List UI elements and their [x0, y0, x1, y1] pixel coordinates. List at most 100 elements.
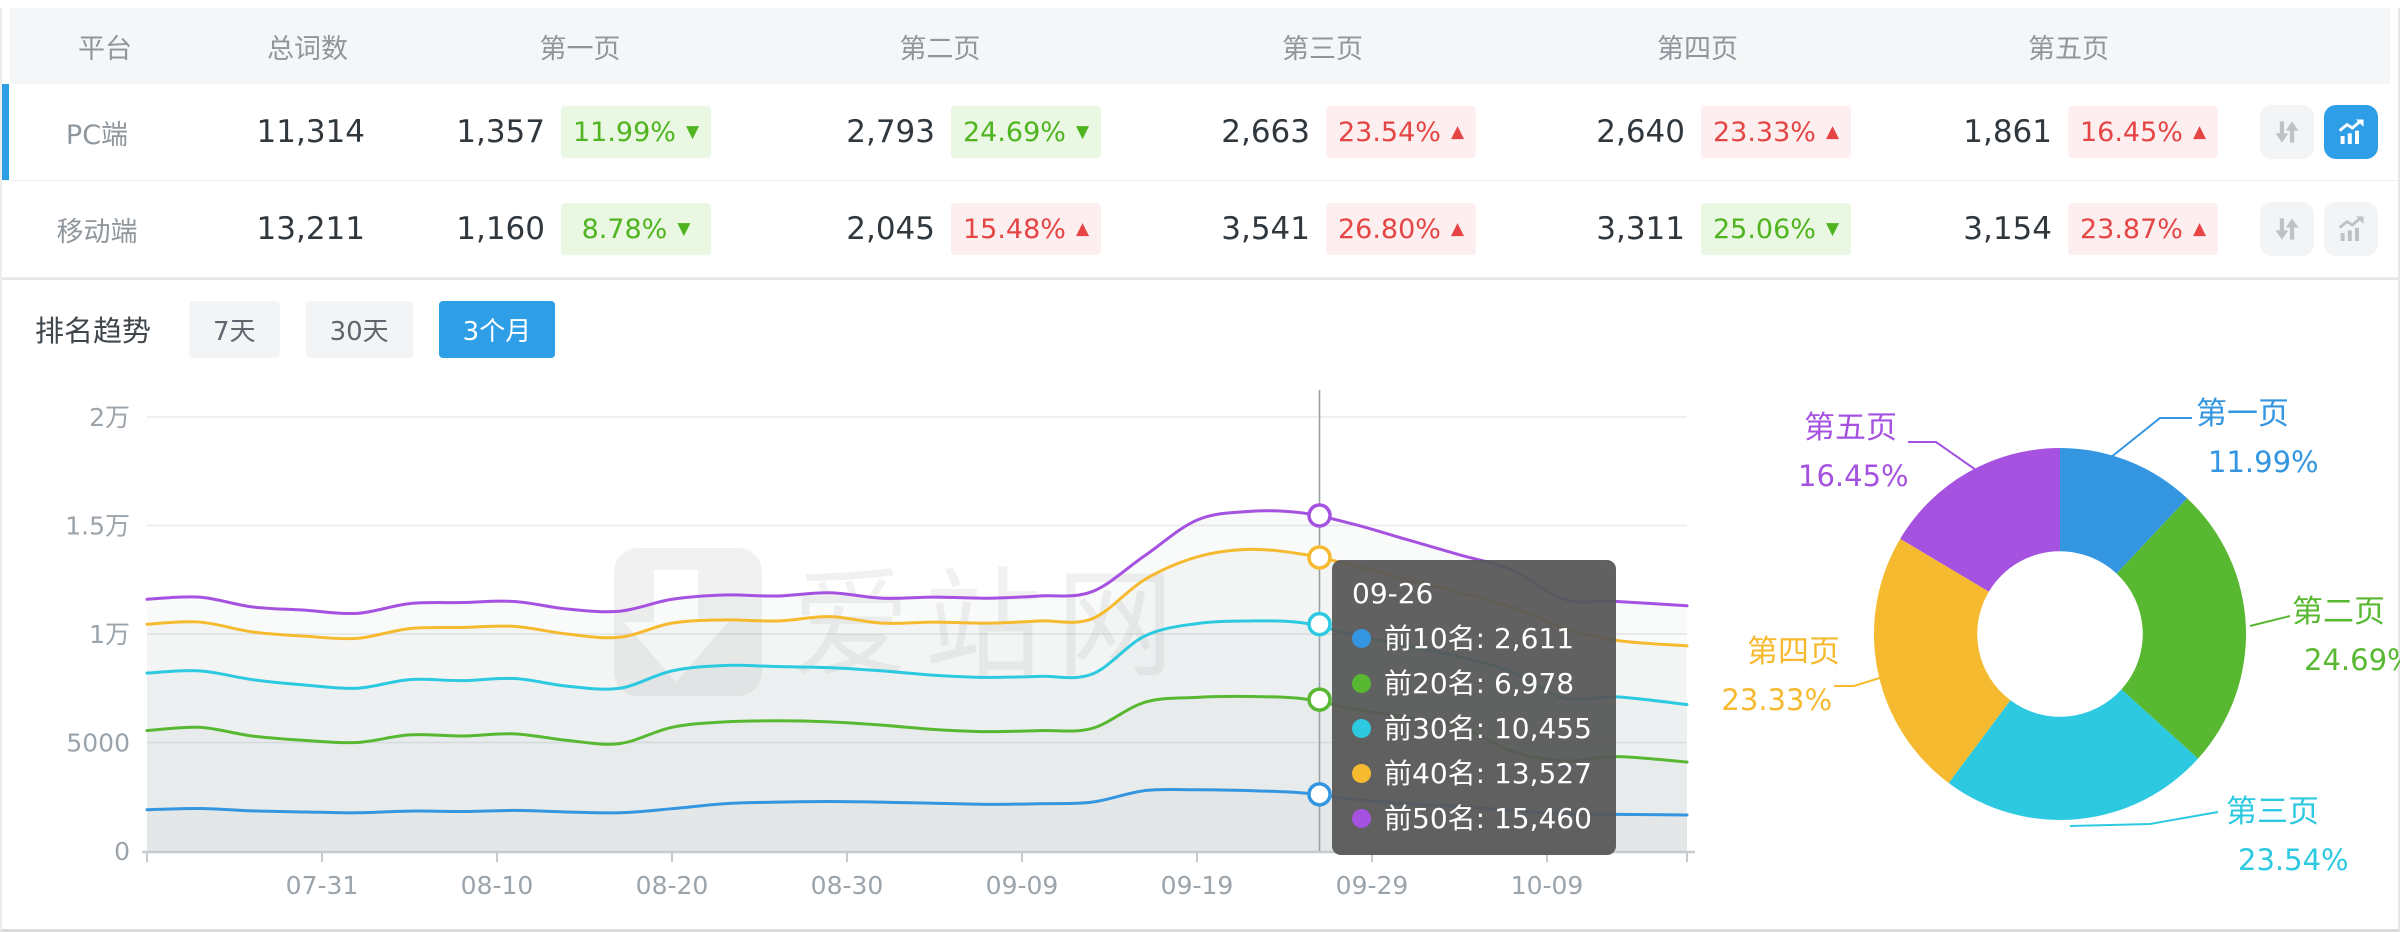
- down-triangle-icon: ▼: [1825, 219, 1840, 239]
- donut-percent-第一页: 11.99%: [2208, 445, 2319, 479]
- series-dot-icon: [1352, 764, 1371, 783]
- rank-table-header: 平台 总词数 第一页 第二页 第三页 第四页 第五页: [10, 8, 2390, 84]
- donut-slice-第四页[interactable]: [1874, 538, 2011, 783]
- donut-slice-第一页[interactable]: [2060, 448, 2188, 574]
- svg-text:1万: 1万: [89, 620, 130, 649]
- svg-text:09-29: 09-29: [1336, 871, 1409, 900]
- page-4-change-badge: 23.33% ▲: [1701, 106, 1851, 158]
- tooltip-row-前50名: 前50名: 15,460: [1352, 796, 1592, 841]
- donut-percent-第四页: 23.33%: [1721, 683, 1832, 717]
- donut-slice-第五页[interactable]: [1900, 448, 2060, 592]
- tooltip-rows: 前10名: 2,611 前20名: 6,978 前30名: 10,455 前40…: [1352, 616, 1592, 841]
- page-2-change-badge: 15.48% ▲: [951, 203, 1101, 255]
- svg-text:爱站网: 爱站网: [792, 556, 1188, 694]
- table-row-移动端[interactable]: 移动端 13,211 1,160 8.78% ▼ 2,045 15.48% ▲ …: [2, 181, 2398, 278]
- svg-text:10-09: 10-09: [1511, 871, 1584, 900]
- page-1-cell: 1,357 11.99% ▼: [407, 106, 737, 158]
- show-trend-button[interactable]: [2324, 202, 2378, 256]
- range-tab-3个月[interactable]: 3个月: [438, 300, 556, 358]
- svg-text:5000: 5000: [66, 729, 130, 758]
- page-5-cell: 1,861 16.45% ▲: [1877, 106, 2244, 158]
- page-4-count: 3,311: [1596, 211, 1685, 247]
- up-triangle-icon: ▲: [1450, 219, 1465, 239]
- tooltip-row-前10名: 前10名: 2,611: [1352, 616, 1592, 661]
- up-triangle-icon: ▲: [1075, 219, 1090, 239]
- range-tabs: 7天 30天 3个月: [189, 300, 556, 358]
- down-triangle-icon: ▼: [685, 122, 700, 142]
- change-percent: 8.78%: [581, 213, 668, 245]
- page-1-change-badge: 8.78% ▼: [561, 203, 711, 255]
- charts-area: 0 5000 1万 1.5万 2万爱站网 07-31 08-10 08-20 08-30 09-0…: [2, 378, 2400, 932]
- tooltip-row-前30名: 前30名: 10,455: [1352, 706, 1592, 751]
- page-4-count: 2,640: [1596, 114, 1685, 150]
- column-header-page1: 第一页: [539, 33, 621, 65]
- trend-chart-icon: [2338, 216, 2364, 241]
- series-dot-icon: [1352, 719, 1371, 738]
- column-header-platform: 平台: [78, 33, 132, 65]
- range-tab-30天[interactable]: 30天: [305, 300, 413, 358]
- page-5-cell: 3,154 23.87% ▲: [1877, 203, 2244, 255]
- table-row-PC端[interactable]: PC端 11,314 1,357 11.99% ▼ 2,793 24.69% ▼…: [2, 84, 2398, 181]
- donut-slice-第二页[interactable]: [2116, 498, 2246, 759]
- series-dot-icon: [1352, 809, 1371, 828]
- change-percent: 26.80%: [1337, 213, 1441, 245]
- chart-tooltip: 09-26 前10名: 2,611 前20名: 6,978 前30名: 10,4…: [1332, 560, 1616, 855]
- range-tab-7天[interactable]: 7天: [189, 300, 280, 358]
- donut-percent-第五页: 16.45%: [1798, 459, 1909, 493]
- page-1-count: 1,357: [456, 114, 545, 150]
- donut-label-第三页: 第三页: [2226, 794, 2319, 830]
- page-2-count: 2,793: [846, 114, 935, 150]
- page-5-count: 3,154: [1963, 211, 2052, 247]
- change-percent: 16.45%: [2079, 116, 2183, 148]
- column-header-total-words: 总词数: [267, 33, 348, 65]
- down-triangle-icon: ▼: [1075, 122, 1090, 142]
- donut-label-第五页: 第五页: [1804, 410, 1897, 446]
- svg-text:09-19: 09-19: [1161, 871, 1234, 900]
- svg-text:2万: 2万: [89, 403, 130, 432]
- rank-trend-line-chart[interactable]: 0 5000 1万 1.5万 2万爱站网 07-31 08-10 08-20 08-30 09-0…: [2, 378, 1742, 932]
- page-1-change-badge: 11.99% ▼: [561, 106, 711, 158]
- svg-text:08-10: 08-10: [461, 871, 534, 900]
- tooltip-text: 前10名: 2,611: [1384, 622, 1575, 655]
- donut-percent-第三页: 23.54%: [2238, 843, 2349, 877]
- page-4-cell: 2,640 23.33% ▲: [1502, 106, 1877, 158]
- show-trend-button[interactable]: [2324, 105, 2378, 159]
- series-dot-icon: [1352, 674, 1371, 693]
- svg-text:0: 0: [114, 837, 130, 866]
- svg-text:1.5万: 1.5万: [65, 512, 130, 541]
- page-3-count: 2,663: [1221, 114, 1310, 150]
- sort-button[interactable]: [2260, 105, 2314, 159]
- keyword-rank-dashboard: 平台 总词数 第一页 第二页 第三页 第四页 第五页 PC端 11,314 1,…: [0, 8, 2400, 932]
- page-distribution-donut-chart[interactable]: 第一页 11.99% 第二页 24.69% 第三页 23.54% 第四页 23.33% 第五页 1…: [1702, 378, 2400, 932]
- tooltip-row-前20名: 前20名: 6,978: [1352, 661, 1592, 706]
- platform-name: PC端: [65, 119, 129, 151]
- section-divider: [2, 278, 2398, 280]
- up-triangle-icon: ▲: [1450, 122, 1465, 142]
- page-1-count: 1,160: [456, 211, 545, 247]
- donut-label-第一页: 第一页: [2196, 396, 2289, 432]
- page-3-cell: 3,541 26.80% ▲: [1127, 203, 1502, 255]
- row-actions: [2244, 202, 2392, 256]
- up-triangle-icon: ▲: [2192, 219, 2207, 239]
- svg-text:08-20: 08-20: [636, 871, 709, 900]
- donut-slice-第三页[interactable]: [1948, 689, 2199, 820]
- page-2-count: 2,045: [846, 211, 935, 247]
- page-1-cell: 1,160 8.78% ▼: [407, 203, 737, 255]
- crosshair-marker-前40名: [1307, 545, 1332, 570]
- column-header-page2: 第二页: [899, 33, 981, 65]
- page-2-cell: 2,045 15.48% ▲: [737, 203, 1127, 255]
- page-4-change-badge: 25.06% ▼: [1701, 203, 1851, 255]
- tooltip-text: 前20名: 6,978: [1384, 667, 1575, 700]
- tooltip-date: 09-26: [1352, 577, 1434, 610]
- svg-text:08-30: 08-30: [811, 871, 884, 900]
- change-percent: 25.06%: [1712, 213, 1816, 245]
- column-header-page3: 第三页: [1282, 33, 1363, 65]
- change-percent: 23.54%: [1337, 116, 1441, 148]
- tooltip-text: 前40名: 13,527: [1384, 757, 1592, 790]
- crosshair-marker-前10名: [1307, 782, 1332, 807]
- donut-label-第四页: 第四页: [1747, 634, 1840, 670]
- sort-button[interactable]: [2260, 202, 2314, 256]
- down-triangle-icon: ▼: [677, 219, 691, 239]
- trend-toolbar: 排名趋势 7天 30天 3个月: [2, 300, 2398, 358]
- page-4-cell: 3,311 25.06% ▼: [1502, 203, 1877, 255]
